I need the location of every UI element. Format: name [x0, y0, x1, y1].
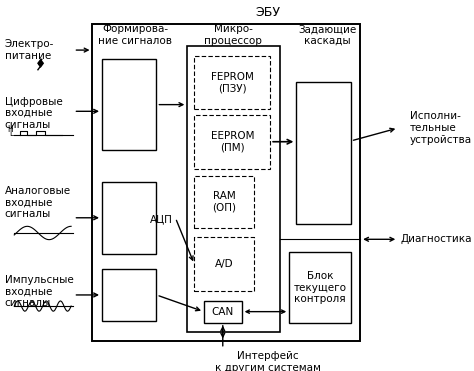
- Bar: [194, 115, 270, 169]
- Bar: [204, 301, 242, 323]
- Text: Аналоговые
входные
сигналы: Аналоговые входные сигналы: [5, 186, 71, 219]
- Text: Импульсные
входные
сигналы: Импульсные входные сигналы: [5, 275, 73, 308]
- Text: EEPROM
(ПМ): EEPROM (ПМ): [210, 131, 254, 152]
- Text: L: L: [9, 129, 13, 138]
- Text: A/D: A/D: [215, 259, 234, 269]
- Text: Микро-
процессор: Микро- процессор: [204, 24, 262, 46]
- Text: Электро-
питание: Электро- питание: [5, 39, 54, 61]
- Text: ЭБУ: ЭБУ: [255, 6, 280, 20]
- Text: Диагностика: Диагностика: [400, 234, 472, 244]
- Text: Интерфейс
к другим системам: Интерфейс к другим системам: [215, 351, 321, 371]
- Bar: [187, 46, 280, 332]
- Text: Блок
текущего
контроля: Блок текущего контроля: [293, 271, 346, 304]
- Text: Формирова-
ние сигналов: Формирова- ние сигналов: [98, 24, 172, 46]
- Bar: [289, 252, 351, 323]
- Bar: [102, 59, 156, 150]
- Bar: [102, 182, 156, 254]
- Bar: [92, 24, 360, 341]
- Text: Цифровые
входные
сигналы: Цифровые входные сигналы: [5, 96, 63, 130]
- Text: АЦП: АЦП: [150, 214, 173, 224]
- Bar: [296, 82, 351, 224]
- Bar: [194, 56, 270, 109]
- Bar: [194, 176, 254, 228]
- Bar: [194, 237, 254, 291]
- Bar: [102, 269, 156, 321]
- Text: Исполни-
тельные
устройства: Исполни- тельные устройства: [410, 111, 472, 145]
- Text: FEPROM
(ПЗУ): FEPROM (ПЗУ): [211, 72, 254, 93]
- Text: ♦: ♦: [35, 58, 46, 72]
- Text: Задающие
каскады: Задающие каскады: [298, 24, 356, 46]
- Text: RAM
(ОП): RAM (ОП): [212, 191, 236, 213]
- Text: CAN: CAN: [212, 307, 234, 316]
- Text: H: H: [8, 125, 13, 134]
